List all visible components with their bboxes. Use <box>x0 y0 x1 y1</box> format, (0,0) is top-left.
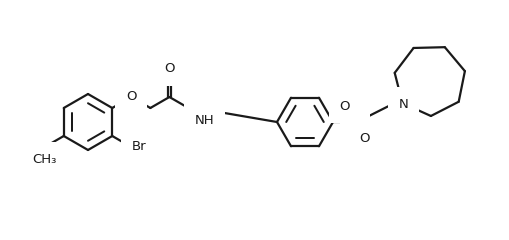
Text: N: N <box>398 98 408 111</box>
Text: Br: Br <box>131 139 146 152</box>
Text: NH: NH <box>194 114 214 127</box>
Text: S: S <box>350 115 358 128</box>
Text: O: O <box>339 100 350 113</box>
Text: O: O <box>359 132 370 144</box>
Text: O: O <box>164 62 174 76</box>
Text: O: O <box>126 90 136 103</box>
Text: CH₃: CH₃ <box>32 153 56 166</box>
